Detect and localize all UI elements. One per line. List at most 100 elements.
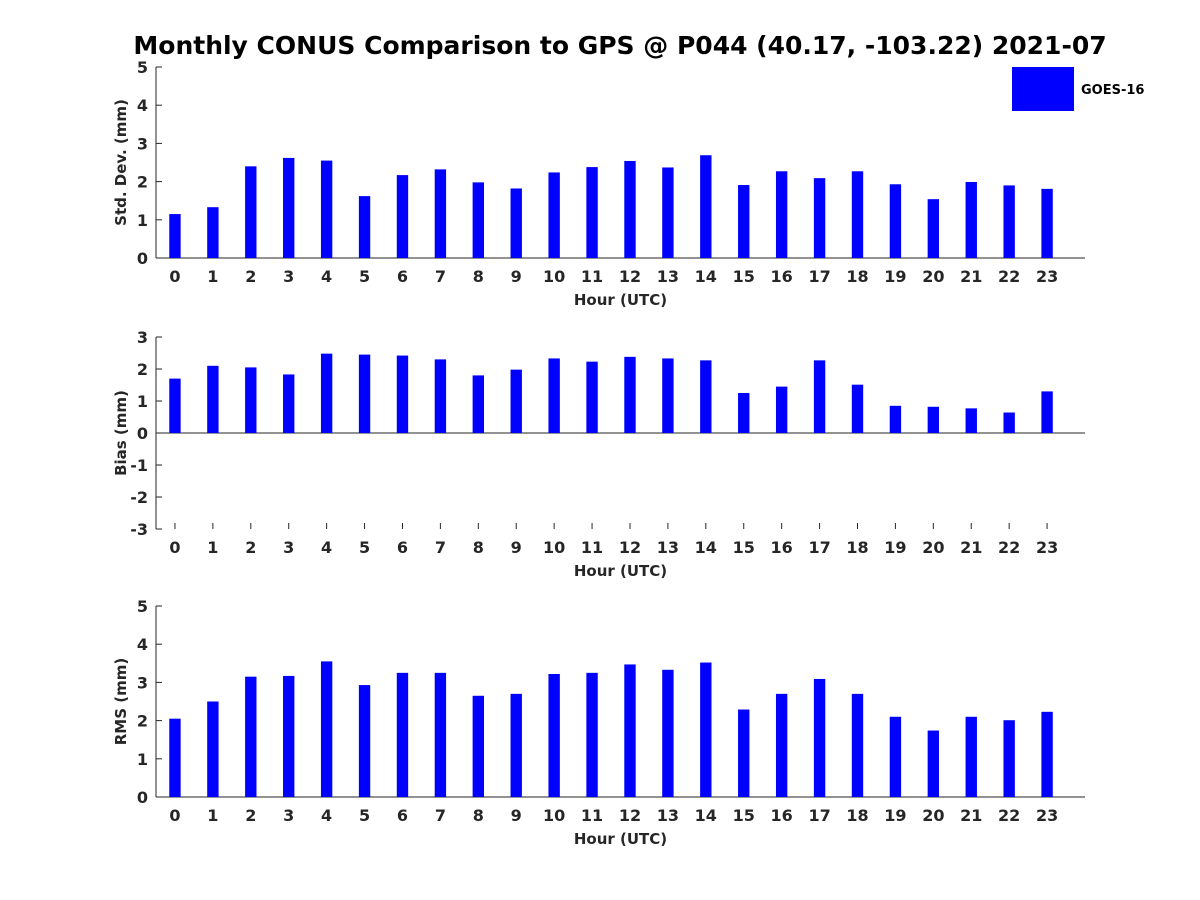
bar-10 <box>548 358 560 433</box>
bar-7 <box>434 672 447 797</box>
legend-swatch <box>1012 67 1074 111</box>
legend: GOES-16 <box>1012 67 1144 111</box>
x-tick-label: 8 <box>473 538 484 557</box>
bar-19 <box>889 184 902 258</box>
bar-7 <box>434 169 447 258</box>
bar-2 <box>245 166 257 258</box>
bar-20 <box>927 730 940 797</box>
bar-12 <box>624 160 636 258</box>
x-tick-label: 4 <box>321 538 332 557</box>
bar-8 <box>472 695 484 797</box>
bar-0 <box>169 378 181 433</box>
bar-19 <box>889 405 902 433</box>
x-tick-label: 9 <box>511 267 522 286</box>
bar-16 <box>775 693 788 797</box>
bar-23 <box>1041 711 1053 797</box>
x-tick-label: 14 <box>695 267 717 286</box>
x-tick-label: 17 <box>808 267 830 286</box>
bar-21 <box>965 181 977 258</box>
x-tick-label: 18 <box>846 538 868 557</box>
bar-15 <box>738 185 750 258</box>
x-tick-label: 22 <box>998 806 1020 825</box>
x-tick-label: 19 <box>884 538 906 557</box>
bar-9 <box>510 693 522 797</box>
bar-5 <box>358 685 371 797</box>
x-tick-label: 7 <box>435 267 446 286</box>
bar-22 <box>1003 412 1015 433</box>
x-tick-label: 2 <box>245 538 256 557</box>
x-tick-label: 3 <box>283 538 294 557</box>
x-tick-label: 18 <box>846 806 868 825</box>
y-axis-label: RMS (mm) <box>112 658 130 745</box>
bar-23 <box>1041 391 1053 433</box>
x-tick-label: 13 <box>657 538 679 557</box>
x-tick-label: 3 <box>283 267 294 286</box>
x-tick-label: 10 <box>543 267 565 286</box>
bar-21 <box>965 716 977 797</box>
y-tick-label: 2 <box>137 360 148 379</box>
bar-12 <box>624 664 636 797</box>
bar-20 <box>927 406 940 433</box>
x-tick-label: 16 <box>771 267 793 286</box>
x-tick-label: 9 <box>511 538 522 557</box>
y-tick-label: 5 <box>137 597 148 616</box>
y-tick-label: 3 <box>137 673 148 692</box>
x-tick-label: 13 <box>657 806 679 825</box>
bar-12 <box>624 356 636 433</box>
bar-18 <box>851 384 864 433</box>
y-tick-label: 0 <box>137 424 148 443</box>
x-tick-label: 8 <box>473 267 484 286</box>
x-tick-label: 21 <box>960 806 982 825</box>
x-tick-label: 20 <box>922 267 944 286</box>
legend-label: GOES-16 <box>1081 83 1144 98</box>
x-tick-label: 5 <box>359 806 370 825</box>
x-tick-label: 6 <box>397 538 408 557</box>
x-axis-label: Hour (UTC) <box>574 562 667 580</box>
x-tick-label: 22 <box>998 267 1020 286</box>
bar-20 <box>927 199 940 258</box>
x-tick-label: 16 <box>771 538 793 557</box>
bar-11 <box>586 361 598 433</box>
y-tick-label: -3 <box>130 520 148 539</box>
bar-22 <box>1003 720 1015 797</box>
y-tick-label: 1 <box>137 211 148 230</box>
bar-5 <box>358 354 371 433</box>
x-axis-label: Hour (UTC) <box>574 291 667 309</box>
x-tick-label: 21 <box>960 267 982 286</box>
bar-15 <box>738 709 750 797</box>
bar-11 <box>586 167 598 258</box>
bar-23 <box>1041 188 1053 258</box>
bar-1 <box>207 207 219 258</box>
y-tick-label: 4 <box>137 635 148 654</box>
bar-13 <box>662 669 674 797</box>
x-tick-label: 17 <box>808 538 830 557</box>
y-tick-label: -1 <box>130 456 148 475</box>
x-tick-label: 23 <box>1036 267 1058 286</box>
bar-9 <box>510 188 522 258</box>
bar-16 <box>775 386 788 433</box>
x-tick-label: 11 <box>581 267 603 286</box>
bar-8 <box>472 182 484 258</box>
x-tick-label: 15 <box>733 806 755 825</box>
x-tick-label: 10 <box>543 806 565 825</box>
bar-4 <box>320 661 333 797</box>
x-axis-label: Hour (UTC) <box>574 830 667 848</box>
x-tick-label: 12 <box>619 267 641 286</box>
chart-title: Monthly CONUS Comparison to GPS @ P044 (… <box>133 31 1106 60</box>
bar-3 <box>283 675 295 797</box>
x-tick-label: 12 <box>619 538 641 557</box>
x-tick-label: 0 <box>169 267 180 286</box>
x-tick-label: 21 <box>960 538 982 557</box>
x-tick-label: 9 <box>511 806 522 825</box>
y-tick-label: 4 <box>137 96 148 115</box>
x-tick-label: 13 <box>657 267 679 286</box>
x-tick-label: 10 <box>543 538 565 557</box>
x-tick-label: 0 <box>169 806 180 825</box>
y-tick-label: 3 <box>137 328 148 347</box>
bar-6 <box>396 672 409 797</box>
